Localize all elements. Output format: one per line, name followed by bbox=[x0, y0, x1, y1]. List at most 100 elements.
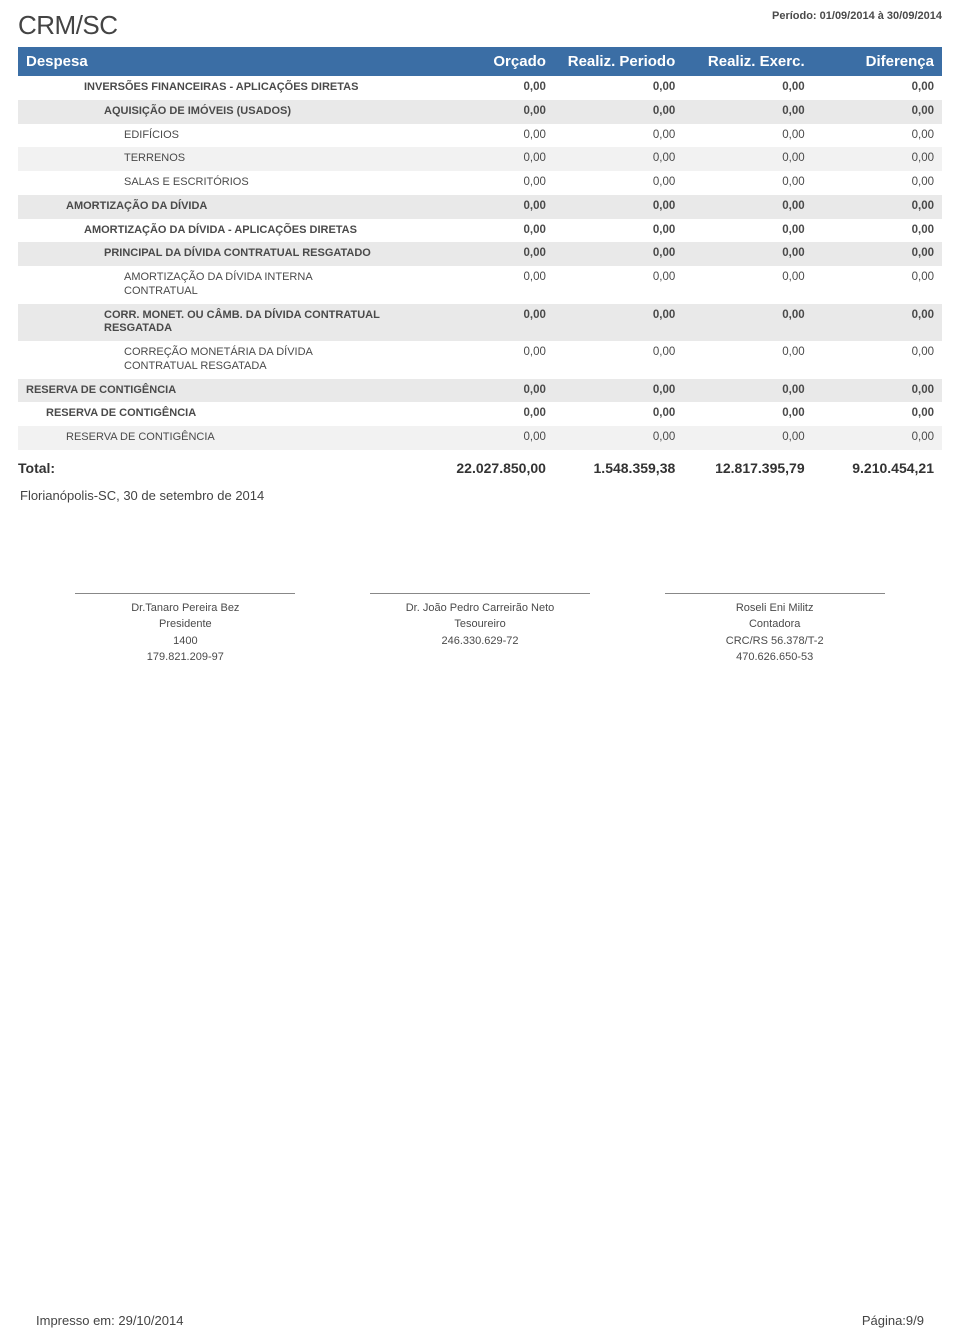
row-value: 0,00 bbox=[813, 100, 942, 124]
row-value: 0,00 bbox=[425, 426, 554, 450]
row-value: 0,00 bbox=[554, 402, 683, 426]
row-value: 0,00 bbox=[813, 304, 942, 342]
row-value: 0,00 bbox=[683, 242, 812, 266]
table-row: RESERVA DE CONTIGÊNCIA0,000,000,000,00 bbox=[18, 379, 942, 403]
footer-page: Página:9/9 bbox=[862, 1313, 924, 1328]
row-value: 0,00 bbox=[683, 124, 812, 148]
row-value: 0,00 bbox=[683, 426, 812, 450]
signature-contadora: Roseli Eni Militz Contadora CRC/RS 56.37… bbox=[637, 593, 912, 666]
row-value: 0,00 bbox=[554, 124, 683, 148]
table-row: AQUISIÇÃO DE IMÓVEIS (USADOS)0,000,000,0… bbox=[18, 100, 942, 124]
row-value: 0,00 bbox=[683, 379, 812, 403]
sig-name: Dr. João Pedro Carreirão Neto bbox=[343, 600, 618, 617]
row-value: 0,00 bbox=[554, 426, 683, 450]
row-value: 0,00 bbox=[425, 266, 554, 304]
sig-role: Tesoureiro bbox=[343, 616, 618, 633]
page-header: CRM/SC Período: 01/09/2014 à 30/09/2014 bbox=[18, 10, 942, 41]
total-orcado: 22.027.850,00 bbox=[425, 450, 554, 482]
table-row: AMORTIZAÇÃO DA DÍVIDA INTERNA CONTRATUAL… bbox=[18, 266, 942, 304]
row-label: INVERSÕES FINANCEIRAS - APLICAÇÕES DIRET… bbox=[18, 76, 425, 100]
period-label: Período: 01/09/2014 à 30/09/2014 bbox=[772, 10, 942, 22]
row-value: 0,00 bbox=[425, 341, 554, 379]
footer-printed: Impresso em: 29/10/2014 bbox=[36, 1313, 183, 1328]
row-value: 0,00 bbox=[683, 304, 812, 342]
total-realiz-exerc: 12.817.395,79 bbox=[683, 450, 812, 482]
row-value: 0,00 bbox=[683, 266, 812, 304]
row-value: 0,00 bbox=[554, 147, 683, 171]
sig-line3: CRC/RS 56.378/T-2 bbox=[637, 633, 912, 650]
row-value: 0,00 bbox=[425, 100, 554, 124]
signature-presidente: Dr.Tanaro Pereira Bez Presidente 1400 17… bbox=[48, 593, 323, 666]
sig-name: Roseli Eni Militz bbox=[637, 600, 912, 617]
total-row: Total: 22.027.850,00 1.548.359,38 12.817… bbox=[18, 450, 942, 482]
row-label: RESERVA DE CONTIGÊNCIA bbox=[18, 379, 425, 403]
row-value: 0,00 bbox=[683, 219, 812, 243]
row-value: 0,00 bbox=[425, 402, 554, 426]
signature-line bbox=[75, 593, 295, 594]
row-value: 0,00 bbox=[554, 171, 683, 195]
table-row: RESERVA DE CONTIGÊNCIA0,000,000,000,00 bbox=[18, 426, 942, 450]
row-value: 0,00 bbox=[683, 171, 812, 195]
table-row: PRINCIPAL DA DÍVIDA CONTRATUAL RESGATADO… bbox=[18, 242, 942, 266]
row-value: 0,00 bbox=[554, 266, 683, 304]
sig-line4: 470.626.650-53 bbox=[637, 649, 912, 666]
row-value: 0,00 bbox=[554, 195, 683, 219]
signature-block: Dr.Tanaro Pereira Bez Presidente 1400 17… bbox=[18, 593, 942, 666]
row-value: 0,00 bbox=[425, 171, 554, 195]
sig-line3: 246.330.629-72 bbox=[343, 633, 618, 650]
row-value: 0,00 bbox=[554, 219, 683, 243]
row-value: 0,00 bbox=[683, 341, 812, 379]
table-row: INVERSÕES FINANCEIRAS - APLICAÇÕES DIRET… bbox=[18, 76, 942, 100]
row-label: AMORTIZAÇÃO DA DÍVIDA - APLICAÇÕES DIRET… bbox=[18, 219, 425, 243]
row-label: CORR. MONET. OU CÂMB. DA DÍVIDA CONTRATU… bbox=[18, 304, 425, 342]
row-label: RESERVA DE CONTIGÊNCIA bbox=[18, 402, 425, 426]
row-label: AMORTIZAÇÃO DA DÍVIDA INTERNA CONTRATUAL bbox=[18, 266, 425, 304]
table-body: INVERSÕES FINANCEIRAS - APLICAÇÕES DIRET… bbox=[18, 76, 942, 450]
sig-name: Dr.Tanaro Pereira Bez bbox=[48, 600, 323, 617]
col-despesa: Despesa bbox=[18, 47, 425, 76]
sig-role: Contadora bbox=[637, 616, 912, 633]
row-value: 0,00 bbox=[683, 76, 812, 100]
row-value: 0,00 bbox=[554, 242, 683, 266]
row-value: 0,00 bbox=[813, 426, 942, 450]
table-header-row: Despesa Orçado Realiz. Periodo Realiz. E… bbox=[18, 47, 942, 76]
table-row: AMORTIZAÇÃO DA DÍVIDA - APLICAÇÕES DIRET… bbox=[18, 219, 942, 243]
row-value: 0,00 bbox=[425, 124, 554, 148]
row-value: 0,00 bbox=[554, 76, 683, 100]
signature-tesoureiro: Dr. João Pedro Carreirão Neto Tesoureiro… bbox=[343, 593, 618, 666]
page-footer: Impresso em: 29/10/2014 Página:9/9 bbox=[0, 1313, 960, 1328]
org-title: CRM/SC bbox=[18, 10, 118, 41]
row-value: 0,00 bbox=[425, 76, 554, 100]
row-value: 0,00 bbox=[813, 76, 942, 100]
total-diferenca: 9.210.454,21 bbox=[813, 450, 942, 482]
row-value: 0,00 bbox=[813, 195, 942, 219]
row-value: 0,00 bbox=[425, 219, 554, 243]
row-value: 0,00 bbox=[554, 304, 683, 342]
row-value: 0,00 bbox=[683, 402, 812, 426]
row-value: 0,00 bbox=[554, 341, 683, 379]
row-value: 0,00 bbox=[683, 195, 812, 219]
row-value: 0,00 bbox=[425, 379, 554, 403]
table-row: RESERVA DE CONTIGÊNCIA0,000,000,000,00 bbox=[18, 402, 942, 426]
col-realiz-periodo: Realiz. Periodo bbox=[554, 47, 683, 76]
row-value: 0,00 bbox=[813, 147, 942, 171]
total-label: Total: bbox=[18, 450, 425, 482]
row-value: 0,00 bbox=[425, 195, 554, 219]
signature-line bbox=[665, 593, 885, 594]
row-label: CORREÇÃO MONETÁRIA DA DÍVIDA CONTRATUAL … bbox=[18, 341, 425, 379]
row-value: 0,00 bbox=[683, 147, 812, 171]
col-diferenca: Diferença bbox=[813, 47, 942, 76]
total-realiz-periodo: 1.548.359,38 bbox=[554, 450, 683, 482]
col-orcado: Orçado bbox=[425, 47, 554, 76]
row-value: 0,00 bbox=[813, 341, 942, 379]
sig-line4: 179.821.209-97 bbox=[48, 649, 323, 666]
table-row: EDIFÍCIOS0,000,000,000,00 bbox=[18, 124, 942, 148]
signature-line bbox=[370, 593, 590, 594]
row-value: 0,00 bbox=[813, 402, 942, 426]
row-value: 0,00 bbox=[683, 100, 812, 124]
table-row: TERRENOS0,000,000,000,00 bbox=[18, 147, 942, 171]
row-label: RESERVA DE CONTIGÊNCIA bbox=[18, 426, 425, 450]
sig-role: Presidente bbox=[48, 616, 323, 633]
row-label: SALAS E ESCRITÓRIOS bbox=[18, 171, 425, 195]
expense-table: Despesa Orçado Realiz. Periodo Realiz. E… bbox=[18, 47, 942, 482]
